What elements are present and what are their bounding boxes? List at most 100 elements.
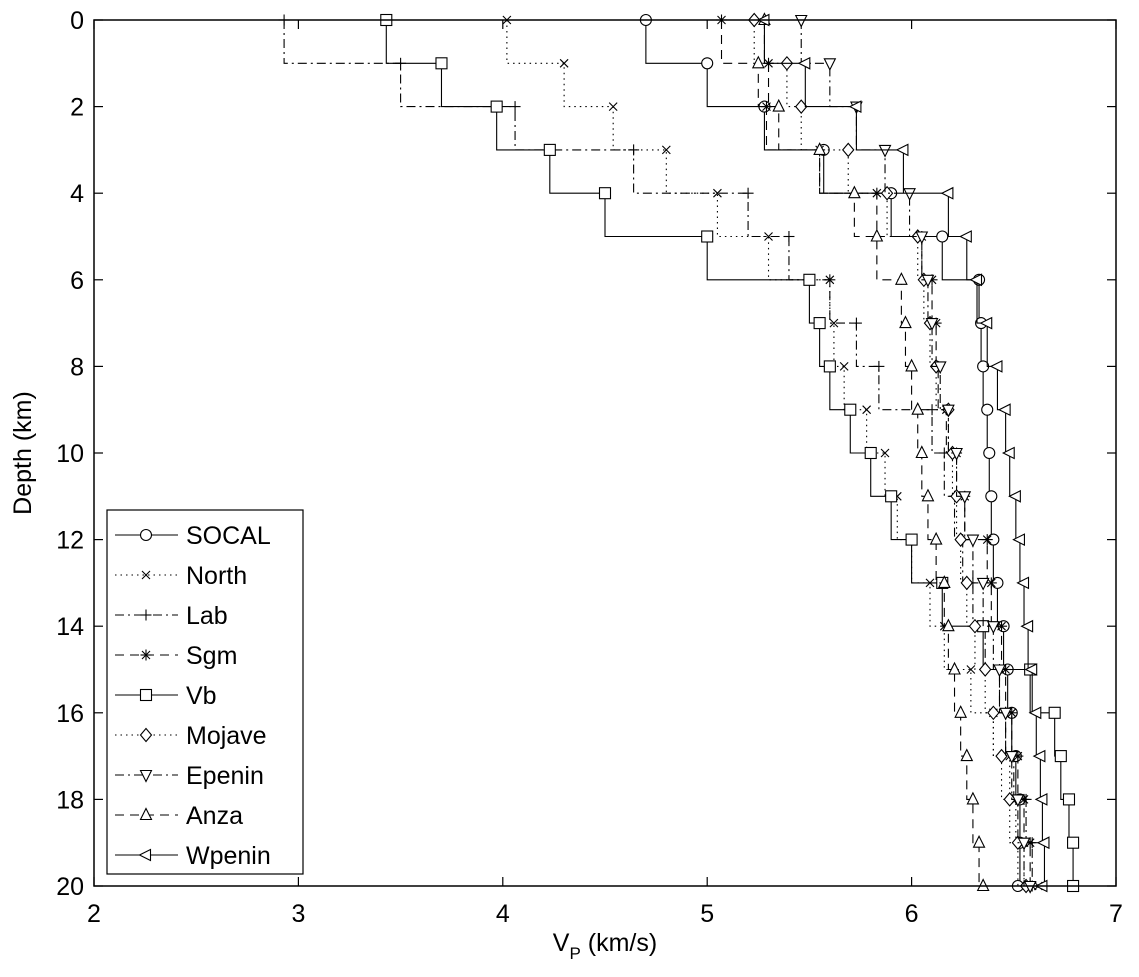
- point-anza-3: [813, 142, 827, 155]
- point-north-4: [713, 188, 722, 198]
- point-epenin-13: [976, 577, 990, 591]
- point-epenin-12: [966, 534, 980, 548]
- point-vb-7: [813, 317, 826, 330]
- point-lab-9: [926, 404, 938, 416]
- point-wpenin-2: [848, 100, 862, 113]
- legend-label: Anza: [186, 802, 243, 830]
- point-lab-8: [873, 360, 885, 372]
- point-vb-6: [803, 273, 816, 286]
- point-wpenin-13: [1016, 576, 1030, 590]
- y-tick-label: 8: [70, 353, 84, 381]
- y-tick-label: 12: [56, 527, 84, 555]
- point-epenin-4: [903, 188, 916, 201]
- point-anza-17: [960, 748, 974, 762]
- legend-entry-epenin: Epenin: [115, 762, 264, 790]
- point-vb-2: [490, 100, 503, 113]
- legend-marker-anza: [139, 807, 153, 821]
- legend-entry-anza: Anza: [115, 802, 243, 830]
- legend-label: Epenin: [186, 762, 264, 790]
- legend-entry-wpenin: Wpenin: [115, 842, 271, 870]
- point-mojave-13: [960, 575, 974, 591]
- point-wpenin-1: [797, 56, 811, 70]
- point-wpenin-18: [1034, 793, 1048, 806]
- point-epenin-11: [958, 491, 972, 505]
- point-socal-10: [983, 446, 996, 460]
- point-epenin-6: [921, 274, 935, 288]
- point-anza-19: [972, 834, 986, 848]
- point-anza-6: [894, 272, 908, 285]
- legend-label: Wpenin: [186, 842, 271, 870]
- point-anza-20: [976, 878, 990, 892]
- point-vb-8: [823, 360, 836, 373]
- series-wpenin: [756, 13, 1050, 893]
- point-anza-9: [911, 401, 925, 415]
- y-tick-label: 18: [56, 786, 84, 814]
- plot-series: [278, 12, 1080, 894]
- y-tick-label: 2: [70, 94, 84, 122]
- point-anza-16: [954, 705, 968, 718]
- legend-label: Lab: [186, 602, 228, 630]
- y-tick-label: 20: [56, 873, 84, 901]
- point-anza-7: [899, 315, 912, 329]
- point-anza-18: [966, 791, 980, 805]
- legend-entry-lab: Lab: [115, 602, 228, 630]
- y-tick-label: 4: [70, 180, 84, 208]
- point-vb-17: [1054, 750, 1067, 763]
- point-epenin-14: [986, 621, 1000, 634]
- point-wpenin-16: [1028, 706, 1042, 720]
- legend-entry-sgm: Sgm: [115, 642, 237, 670]
- legend-entry-vb: Vb: [115, 682, 217, 710]
- legend-box: [106, 509, 304, 875]
- series-line-lab: [283, 20, 1033, 887]
- legend-marker-mojave: [139, 727, 153, 743]
- axis-ticks: 2 3 4 5 6 7 0 2 4 6 8 10 12 14 16 18 20: [56, 7, 1123, 928]
- point-epenin-19: [1017, 837, 1031, 851]
- point-wpenin-4: [940, 186, 954, 200]
- y-tick-label: 16: [56, 700, 84, 728]
- point-north-1: [559, 58, 569, 68]
- point-epenin-18: [1011, 794, 1025, 808]
- point-epenin-17: [1005, 751, 1019, 764]
- legend-marker-epenin: [139, 769, 153, 783]
- legend-marker-vb: [139, 688, 153, 702]
- point-anza-15: [948, 661, 961, 675]
- point-vb-5: [701, 230, 714, 243]
- series-mojave: [747, 12, 1033, 894]
- point-wpenin-14: [1020, 619, 1034, 633]
- point-wpenin-6: [969, 273, 983, 287]
- legend-label: North: [186, 562, 247, 590]
- y-axis-title: Depth (km): [9, 391, 37, 515]
- point-north-8: [839, 362, 849, 371]
- point-mojave-15: [978, 662, 992, 677]
- point-wpenin-11: [1008, 489, 1021, 503]
- point-vb-10: [864, 446, 877, 460]
- point-mojave-14: [968, 618, 982, 634]
- point-north-5: [764, 232, 773, 241]
- point-lab-7: [850, 317, 862, 329]
- x-tick-label: 7: [1109, 900, 1123, 928]
- legend-label: Vb: [186, 682, 217, 710]
- legend-marker-north: [141, 570, 151, 580]
- point-wpenin-12: [1012, 533, 1025, 546]
- series-line-vb: [385, 20, 1074, 886]
- point-mojave-4: [880, 185, 894, 201]
- point-epenin-7: [925, 318, 939, 331]
- point-socal-5: [936, 230, 949, 243]
- point-epenin-10: [950, 447, 963, 461]
- point-epenin-9: [942, 404, 955, 418]
- point-epenin-20: [1023, 880, 1037, 894]
- point-lab-4: [742, 187, 754, 199]
- point-epenin-1: [823, 58, 837, 72]
- point-vb-19: [1067, 836, 1080, 849]
- point-vb-18: [1062, 793, 1076, 806]
- x-axis-title-subscript: P: [569, 944, 580, 963]
- legend-marker-wpenin: [138, 848, 152, 862]
- legend-label: Mojave: [186, 722, 267, 750]
- point-wpenin-10: [1001, 446, 1015, 460]
- point-epenin-3: [878, 144, 892, 158]
- legend-marker-sgm: [140, 649, 152, 661]
- point-epenin-5: [915, 231, 929, 245]
- point-anza-11: [921, 488, 935, 502]
- point-anza-2: [772, 98, 786, 112]
